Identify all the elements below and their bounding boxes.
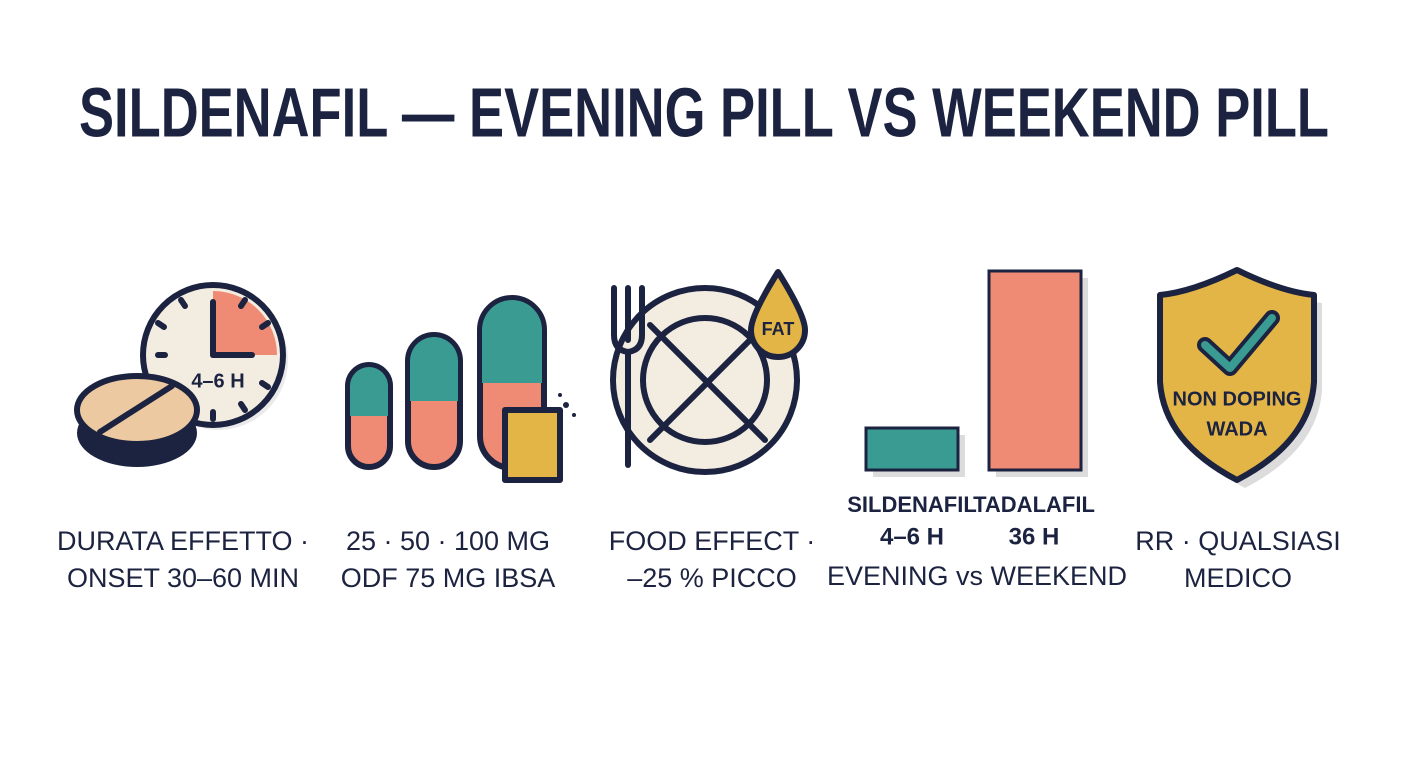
bars-icon [864,269,1088,477]
caption: FOOD EFFECT · [609,526,816,556]
bar-label: 4–6 H [880,523,944,550]
shield-label: WADA [1206,418,1267,440]
caption: ODF 75 MG IBSA [341,563,556,593]
plate-icon: FAT [610,269,808,475]
tablet-icon [74,373,200,467]
caption: DURATA EFFETTO · [57,526,309,556]
caption: RR · QUALSIASI [1135,526,1341,556]
caption: MEDICO [1184,563,1292,593]
bar-label: TADALAFIL [973,492,1095,517]
caption: –25 % PICCO [627,563,797,593]
caption: 25 · 50 · 100 MG [346,526,550,556]
caption: ONSET 30–60 MIN [67,563,299,593]
bar-label: 36 H [1009,523,1060,550]
capsules-icon [345,295,576,483]
title: SILDENAFIL — EVENING PILL VS WEEKEND PIL… [79,73,1329,151]
clock-label: 4–6 H [191,370,244,392]
bar-label: SILDENAFIL [847,492,977,517]
caption: EVENING vs WEEKEND [827,561,1127,591]
shield-label: NON DOPING [1173,388,1302,410]
shield-icon: NON DOPING WADA [1157,267,1322,488]
fat-label: FAT [762,319,795,339]
